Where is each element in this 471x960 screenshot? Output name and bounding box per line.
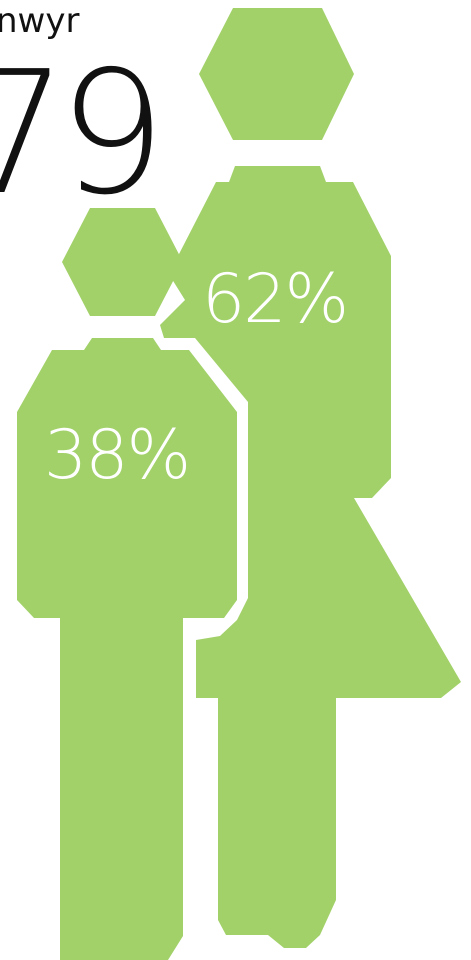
male-body [17, 338, 237, 960]
female-percent-label: 62% [202, 260, 347, 339]
male-head [62, 208, 183, 316]
male-figure: 38% [17, 208, 237, 960]
header-label: nwyr [0, 1, 79, 41]
female-body [160, 166, 461, 948]
female-figure: 62% [160, 8, 461, 948]
male-percent-label: 38% [44, 416, 189, 495]
female-head [199, 8, 354, 140]
header-value: 79 [0, 35, 156, 233]
